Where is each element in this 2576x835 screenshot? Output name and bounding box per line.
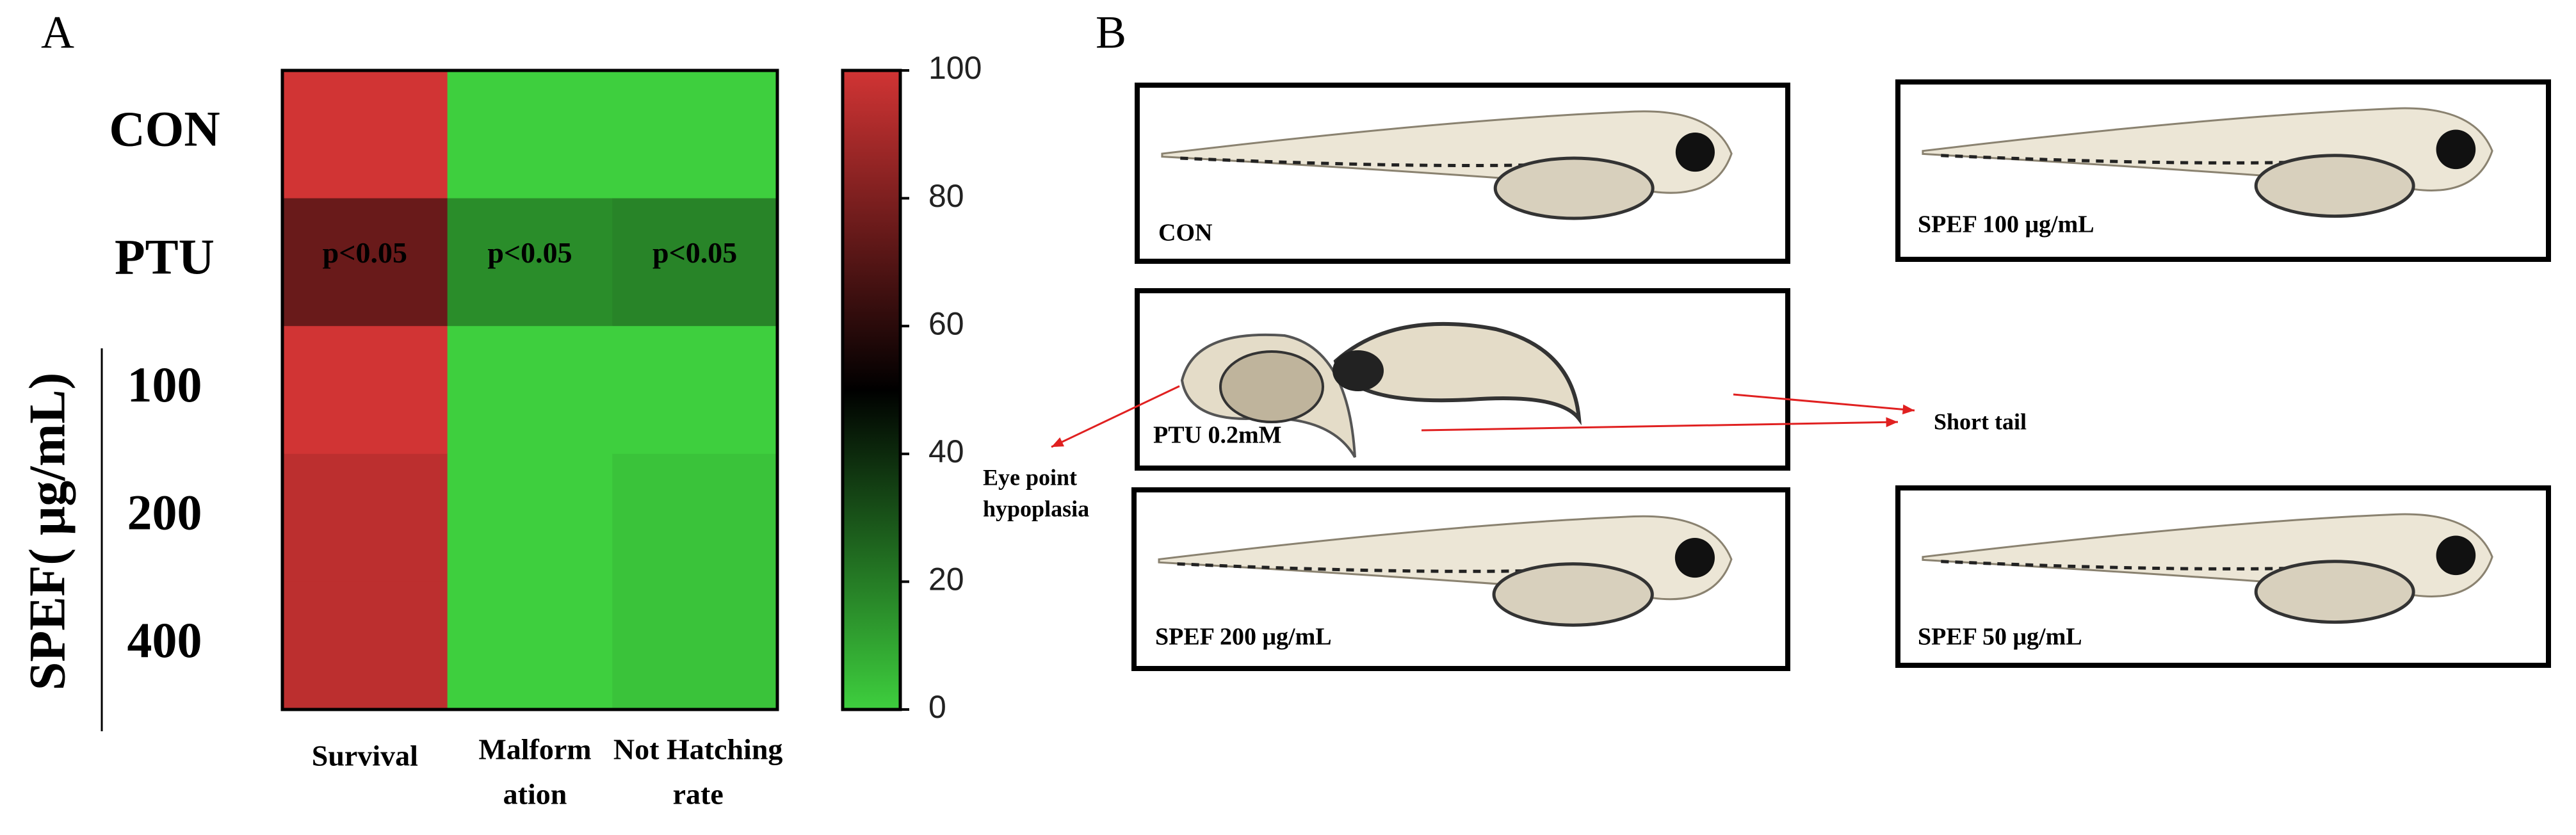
heatmap-cell: [447, 453, 613, 582]
row-label: 200: [127, 485, 202, 540]
heatmap-cell: [282, 198, 448, 327]
annotation: p<0.05: [323, 236, 407, 269]
heatmap-frame: [280, 69, 779, 711]
row-group-label: SPEF( μg/mL): [19, 373, 76, 690]
heatmap-cell: [612, 70, 778, 199]
annotation: Eye point: [983, 464, 1077, 490]
fish-yolk: [1492, 562, 1654, 627]
fish-yolk: [2254, 154, 2415, 218]
heatmap-cell: [612, 326, 778, 455]
x-tick-label: rate: [673, 778, 724, 811]
heatmap-cell: [612, 453, 778, 582]
x-tick-label: Not Hatching: [613, 733, 783, 766]
fish-eye: [2436, 129, 2476, 170]
panel-label: A: [41, 7, 74, 58]
colorbar-tick-label: 100: [928, 50, 982, 86]
heatmap-cell: [447, 70, 613, 199]
row-label: 100: [127, 357, 202, 412]
heatmap-cell: [447, 198, 613, 327]
heatmap-cell: [612, 581, 778, 710]
arrow: [1051, 385, 1180, 448]
heatmap-cell: [282, 581, 448, 710]
annotation: hypoplasia: [983, 496, 1089, 521]
heatmap-cell: [447, 581, 613, 710]
row-label: PTU: [115, 229, 215, 284]
fish-eye: [1675, 133, 1715, 172]
fish-curled: [1333, 321, 1582, 426]
fish-yolk: [2254, 560, 2415, 624]
colorbar: [841, 69, 902, 711]
heatmap-cell: [282, 326, 448, 455]
panel-label: B: [1096, 7, 1126, 58]
heatmap-cell: [282, 453, 448, 582]
heatmap-cell: [447, 326, 613, 455]
fish-eye: [1333, 350, 1384, 391]
arrow: [1421, 421, 1899, 432]
fish-eye: [1674, 537, 1715, 578]
annotation: p<0.05: [652, 236, 737, 269]
arrow-head: [1886, 417, 1898, 428]
heatmap-cell: [612, 198, 778, 327]
x-tick-label: ation: [503, 778, 567, 811]
image-label: CON: [1158, 220, 1212, 247]
fish-yolk: [1493, 156, 1655, 220]
arrow: [1733, 393, 1915, 412]
x-tick-label: Malform: [478, 733, 591, 766]
arrow-head: [1051, 437, 1064, 447]
image-label: SPEF 50 μg/mL: [1918, 624, 2082, 651]
annotation: Short tail: [1934, 409, 2027, 434]
row-label: 400: [127, 612, 202, 668]
colorbar-tick-label: 40: [928, 434, 964, 469]
fish-yolk: [1219, 350, 1324, 423]
colorbar-tick-label: 20: [928, 562, 964, 597]
heatmap-cell: [282, 70, 448, 199]
image-label: SPEF 200 μg/mL: [1155, 624, 1332, 651]
image-label: SPEF 100 μg/mL: [1918, 211, 2094, 238]
colorbar-tick-label: 80: [928, 178, 964, 214]
colorbar-tick-label: 0: [928, 689, 946, 725]
annotation: p<0.05: [487, 236, 572, 269]
fish-eye: [2436, 535, 2476, 576]
image-label: PTU 0.2mM: [1153, 422, 1282, 449]
colorbar-tick-label: 60: [928, 305, 964, 341]
row-label: CON: [109, 101, 220, 157]
x-tick-label: Survival: [312, 740, 418, 772]
arrow-head: [1902, 404, 1915, 415]
